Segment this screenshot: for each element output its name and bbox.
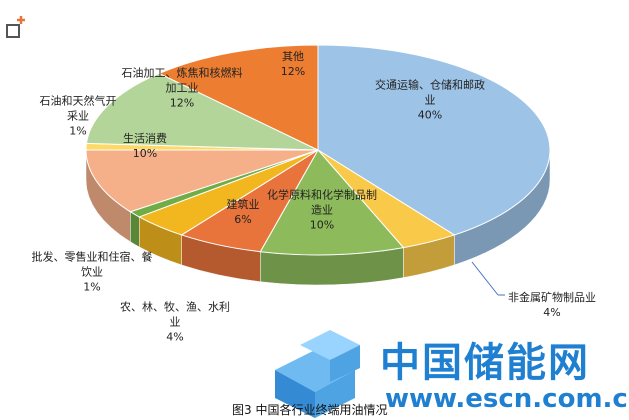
slice-label: 化学原料和化学制品制造业 10% [262, 188, 382, 233]
slice-label: 批发、零售业和住宿、餐饮业 1% [30, 250, 155, 295]
caption: 图3 中国各行业终端用油情况 [232, 403, 388, 417]
value-label: 1% [83, 280, 101, 294]
watermark-logo-text: 中国储能网 [380, 340, 590, 386]
value-label: 40% [417, 108, 443, 122]
category-label: 化学原料和化学制品制造业 [267, 188, 377, 217]
category-label: 交通运输、仓储和邮政业 [375, 78, 485, 107]
value-label: 12% [280, 65, 306, 78]
category-label: 石油加工、炼焦和核燃料加工业 [121, 66, 243, 95]
leader-line [471, 261, 499, 296]
value-label: 12% [169, 96, 195, 110]
category-label: 建筑业 [226, 198, 260, 211]
watermark-logo [275, 330, 360, 418]
value-label: 1% [69, 124, 87, 138]
value-label: 6% [234, 213, 252, 226]
slice [85, 149, 319, 213]
slice [85, 72, 319, 151]
category-label: 农、林、牧、渔、水利业 [120, 300, 230, 329]
slice-label: 石油加工、炼焦和核燃料加工业 12% [120, 66, 245, 111]
slice-label: 其他 12% [268, 49, 318, 79]
slice-label: 石油和天然气开采业 1% [38, 94, 118, 139]
pie [85, 44, 551, 286]
watermark-url: www.escn.com.cn [385, 384, 629, 414]
slice-side [130, 211, 140, 248]
slice-label: 建筑业 6% [223, 197, 263, 227]
value-label: 10% [132, 147, 158, 160]
category-label: 非金属矿物制品业 [508, 291, 596, 304]
slice [317, 44, 551, 236]
category-label: 生活消费 [123, 132, 167, 145]
category-label: 石油和天然气开采业 [39, 94, 117, 123]
slice [259, 149, 405, 256]
slice-label: 交通运输、仓储和邮政业 40% [375, 78, 485, 123]
category-label: 其他 [282, 50, 304, 63]
category-label: 批发、零售业和住宿、餐饮业 [31, 250, 153, 279]
slice-label: 非金属矿物制品业 4% [495, 290, 610, 320]
slice-label: 农、林、牧、渔、水利业 4% [120, 300, 230, 345]
slice-label: 生活消费 10% [110, 131, 180, 161]
value-label: 10% [309, 218, 335, 232]
value-label: 4% [543, 306, 561, 319]
slice [157, 44, 319, 151]
value-label: 4% [166, 330, 184, 344]
corner-icon [6, 16, 25, 38]
